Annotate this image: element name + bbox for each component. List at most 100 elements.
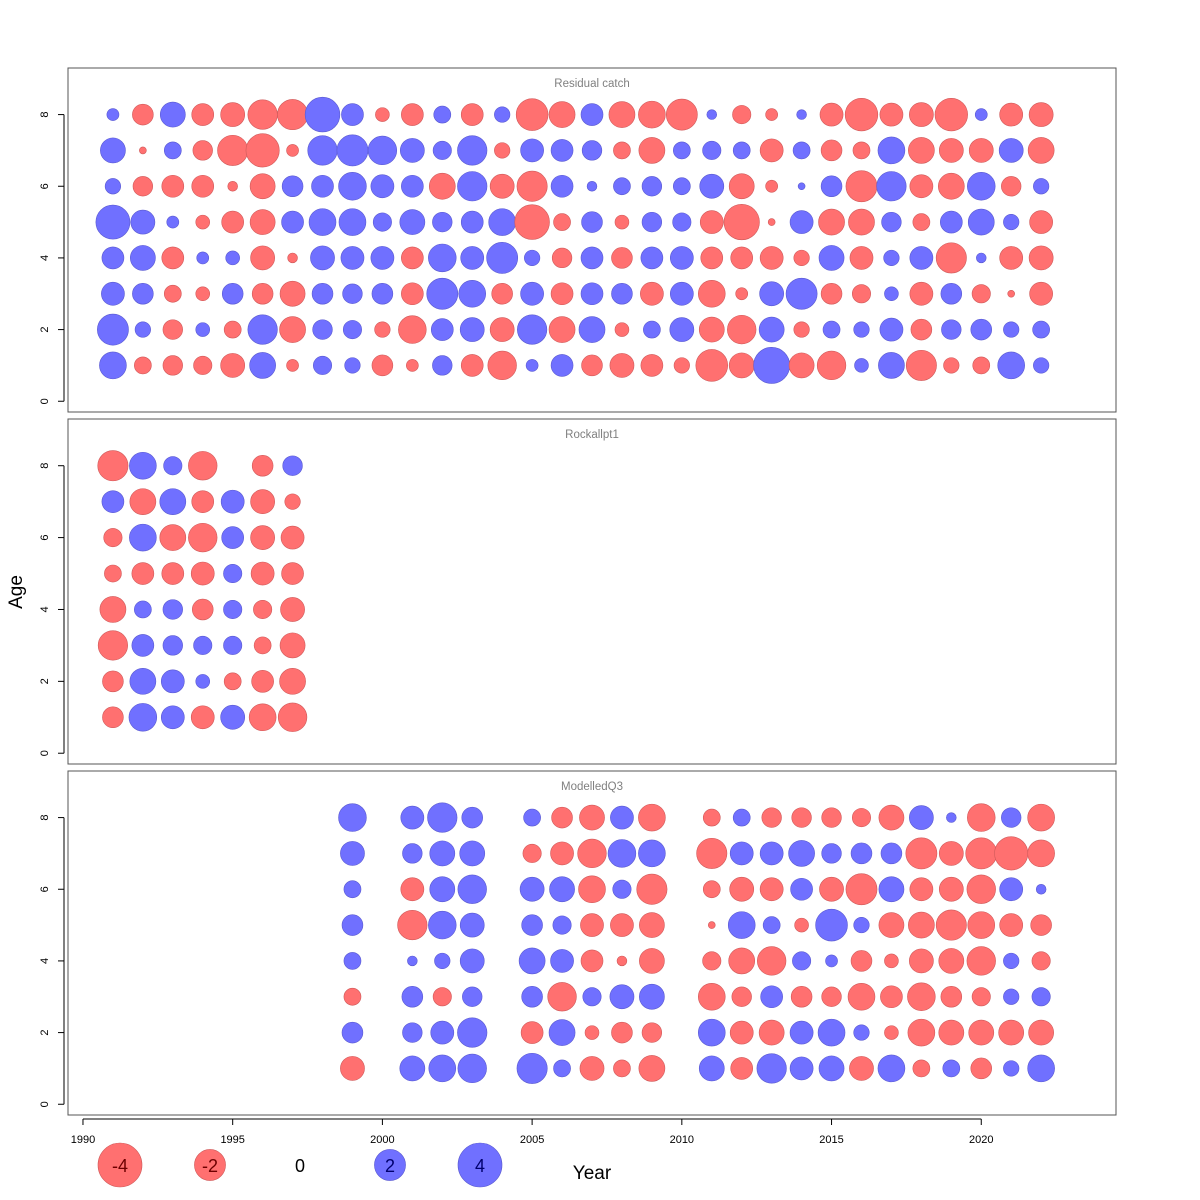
bubble-point bbox=[313, 355, 333, 375]
bubble-point bbox=[792, 141, 811, 160]
bubble-point bbox=[457, 135, 488, 166]
bubble-point bbox=[195, 214, 211, 230]
bubble-point bbox=[341, 914, 364, 936]
bubble-point bbox=[195, 322, 211, 337]
bubble-point bbox=[758, 316, 785, 343]
panel-frame bbox=[67, 770, 1117, 1116]
bubble-point bbox=[550, 174, 574, 198]
bubble-point bbox=[1029, 210, 1053, 234]
bubble-point bbox=[935, 909, 967, 941]
bubble-point bbox=[850, 842, 873, 865]
bubble-point bbox=[818, 1055, 845, 1082]
bubble-point bbox=[723, 204, 760, 241]
bubble-point bbox=[884, 953, 899, 969]
bubble-point bbox=[102, 670, 124, 693]
bubble-point bbox=[581, 140, 603, 161]
bubble-point bbox=[551, 806, 573, 829]
bubble-point bbox=[907, 1018, 936, 1047]
bubble-point bbox=[460, 103, 484, 126]
bubble-point bbox=[457, 1053, 487, 1084]
bubble-point bbox=[607, 839, 637, 868]
bubble-point bbox=[459, 912, 485, 938]
bubble-point bbox=[428, 910, 457, 940]
bubble-point bbox=[129, 523, 157, 552]
y-tick-label: 4 bbox=[39, 255, 51, 261]
bubble-point bbox=[458, 279, 486, 308]
bubble-point bbox=[516, 170, 548, 202]
bubble-point bbox=[277, 99, 309, 131]
bubble-point bbox=[580, 103, 604, 126]
bubble-point bbox=[1003, 952, 1020, 969]
bubble-point bbox=[698, 1018, 726, 1047]
bubble-point bbox=[756, 1053, 787, 1084]
bubble-point bbox=[249, 209, 276, 235]
bubble-point bbox=[402, 843, 423, 864]
bubble-point bbox=[341, 1021, 364, 1044]
bubble-point bbox=[245, 133, 280, 168]
bubble-point bbox=[909, 174, 934, 199]
bubble-point bbox=[494, 142, 511, 159]
bubble-point bbox=[581, 211, 603, 233]
bubble-point bbox=[220, 353, 246, 378]
y-tick-label: 2 bbox=[39, 1030, 51, 1036]
bubble-point bbox=[940, 986, 963, 1008]
bubble-point bbox=[428, 172, 456, 200]
bubble-point bbox=[134, 600, 152, 619]
y-tick-label: 4 bbox=[39, 958, 51, 964]
bubble-point bbox=[134, 356, 152, 375]
x-tick-label: 2015 bbox=[819, 1134, 843, 1146]
bubble-point bbox=[1027, 137, 1055, 164]
bubble-point bbox=[825, 954, 838, 968]
bubble-point bbox=[400, 877, 425, 902]
bubble-point bbox=[794, 917, 809, 933]
bubble-point bbox=[279, 668, 306, 695]
bubble-point bbox=[104, 564, 122, 583]
bubble-point bbox=[702, 951, 722, 971]
bubble-point bbox=[853, 1024, 870, 1041]
bubble-point bbox=[402, 1022, 423, 1043]
bubble-point bbox=[753, 347, 791, 384]
bubble-point bbox=[131, 562, 155, 585]
bubble-point bbox=[223, 564, 243, 584]
bubble-point bbox=[639, 948, 665, 974]
bubble-point bbox=[277, 702, 308, 732]
bubble-point bbox=[1031, 951, 1051, 971]
bubble-point bbox=[399, 1055, 426, 1082]
bubble-point bbox=[104, 178, 121, 195]
bubble-point bbox=[128, 703, 158, 732]
bubble-point bbox=[673, 141, 691, 160]
bubble-point bbox=[759, 877, 784, 902]
bubble-point bbox=[912, 213, 931, 231]
bubble-point bbox=[999, 877, 1024, 902]
bubble-point bbox=[816, 350, 847, 381]
bubble-point bbox=[907, 982, 936, 1011]
bubble-point bbox=[370, 246, 395, 270]
bubble-point bbox=[429, 840, 456, 867]
bubble-point bbox=[427, 802, 458, 833]
bubble-point bbox=[844, 97, 879, 132]
bubble-point bbox=[250, 489, 275, 515]
bubble-point bbox=[849, 246, 874, 270]
bubble-point bbox=[732, 105, 752, 125]
bubble-point bbox=[552, 915, 572, 935]
bubble-point bbox=[665, 98, 698, 131]
bubble-point bbox=[549, 876, 575, 903]
bubble-point bbox=[548, 316, 576, 343]
bubble-point bbox=[815, 908, 848, 942]
bubble-point bbox=[848, 208, 875, 236]
bubble-point bbox=[191, 490, 215, 513]
bubble-point bbox=[880, 985, 903, 1009]
bubble-point bbox=[217, 134, 249, 166]
bubble-point bbox=[610, 805, 634, 830]
y-tick-label: 8 bbox=[39, 112, 51, 118]
bubble-point bbox=[1027, 803, 1055, 832]
bubble-point bbox=[374, 321, 391, 338]
panel-title: ModelledQ3 bbox=[561, 781, 623, 793]
bubble-point bbox=[845, 873, 878, 906]
bubble-point bbox=[966, 946, 996, 976]
bubble-point bbox=[548, 101, 576, 128]
bubble-point bbox=[523, 808, 541, 827]
bubble-point bbox=[102, 706, 124, 729]
bubble-point bbox=[940, 283, 963, 305]
